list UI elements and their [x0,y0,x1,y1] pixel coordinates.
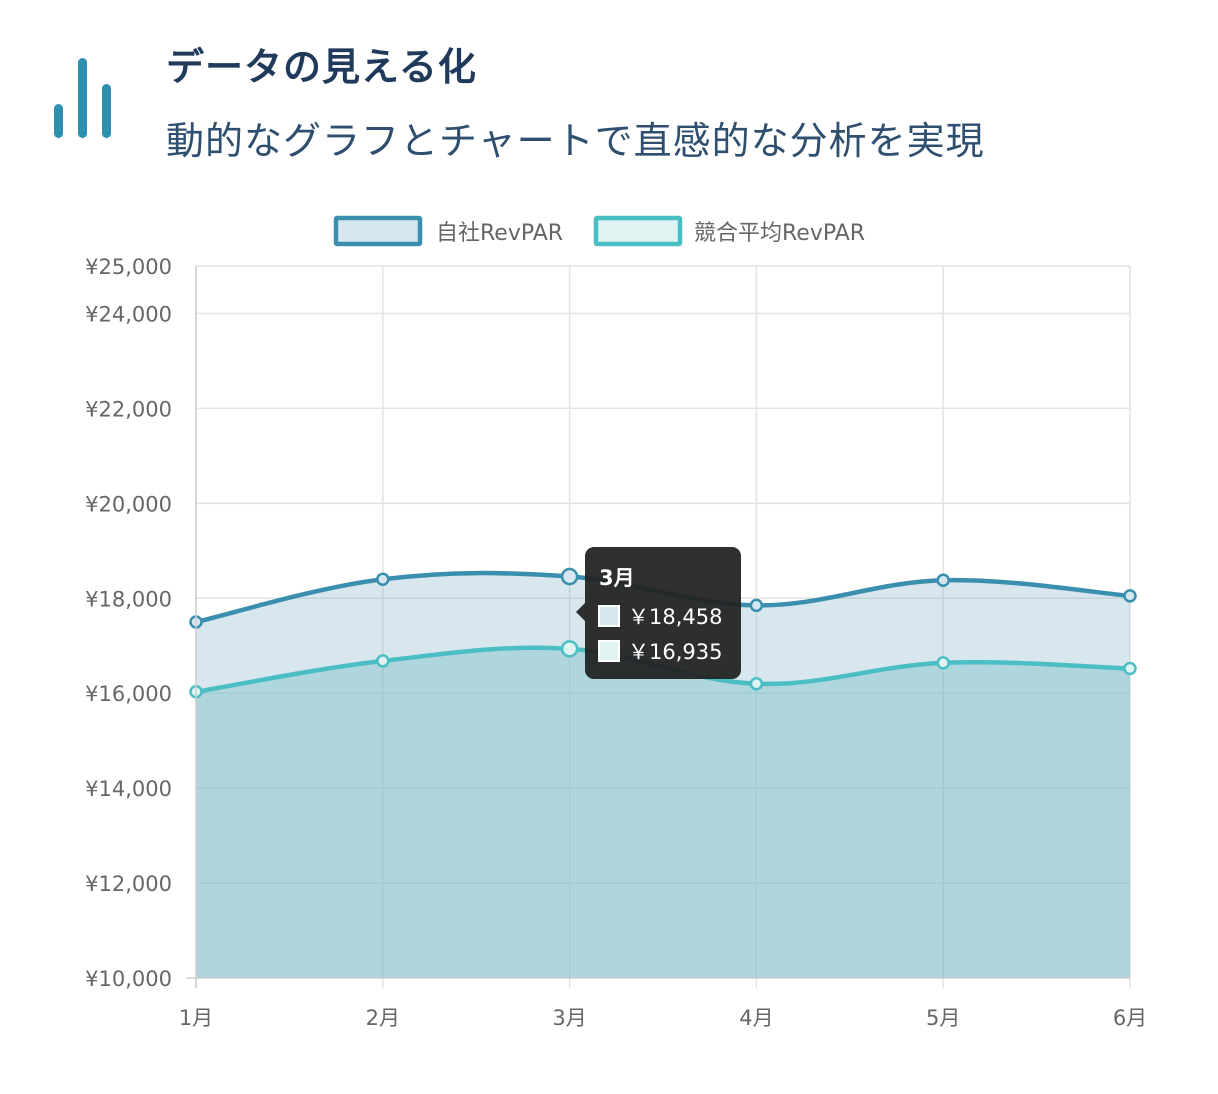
tooltip-swatch-own [598,605,620,627]
data-point-competitor [560,640,579,658]
series-area-own [196,573,1130,978]
x-tick-label: 2月 [366,1006,400,1030]
y-tick-label: ¥20,000 [85,492,172,516]
y-tick-label: ¥14,000 [85,777,172,801]
y-tick-label: ¥10,000 [85,967,172,991]
data-point-competitor [749,676,764,691]
x-tick-label: 1月 [179,1006,213,1030]
y-tick-label: ¥24,000 [85,302,172,326]
y-tick-label: ¥18,000 [85,587,172,611]
data-point-competitor [1123,661,1137,676]
legend-label-competitor: 競合平均RevPAR [694,221,865,246]
section-header: データの見える化 動的なグラフとチャートで直感的な分析を実現 [0,0,1218,180]
legend-label-own: 自社RevPAR [436,221,563,246]
y-tick-label: ¥22,000 [85,397,172,421]
data-point-own [1123,589,1137,603]
chart-tooltip: 3月 ￥18,458 ￥16,935 [576,547,741,679]
x-tick-label: 3月 [552,1006,586,1030]
bar-chart-icon [50,58,114,138]
data-point-competitor [936,656,950,670]
legend-swatch-competitor [593,215,683,247]
data-point-own [936,573,950,587]
tooltip-value-own: ￥18,458 [628,605,723,629]
tooltip-row-own: ￥18,458 [598,602,722,630]
x-tick-label: 6月 [1113,1006,1147,1030]
tooltip-title: 3月 [599,566,635,590]
section-title: データの見える化 [166,45,477,89]
tooltip-swatch-competitor [598,640,620,662]
legend-swatch-own [333,215,423,247]
data-point-own [560,567,579,586]
x-tick-label: 5月 [926,1006,960,1030]
x-tick-label: 4月 [739,1006,773,1030]
series-area-competitor [196,647,1130,978]
y-tick-label: ¥12,000 [85,872,172,896]
y-tick-label: ¥25,000 [85,255,172,279]
data-point-own [376,572,390,587]
tooltip-row-competitor: ￥16,935 [598,637,722,665]
data-point-competitor [376,654,390,668]
section-subtitle: 動的なグラフとチャートで直感的な分析を実現 [166,119,985,163]
tooltip-value-competitor: ￥16,935 [628,640,723,664]
data-point-own [749,598,764,613]
y-tick-label: ¥16,000 [85,682,172,706]
